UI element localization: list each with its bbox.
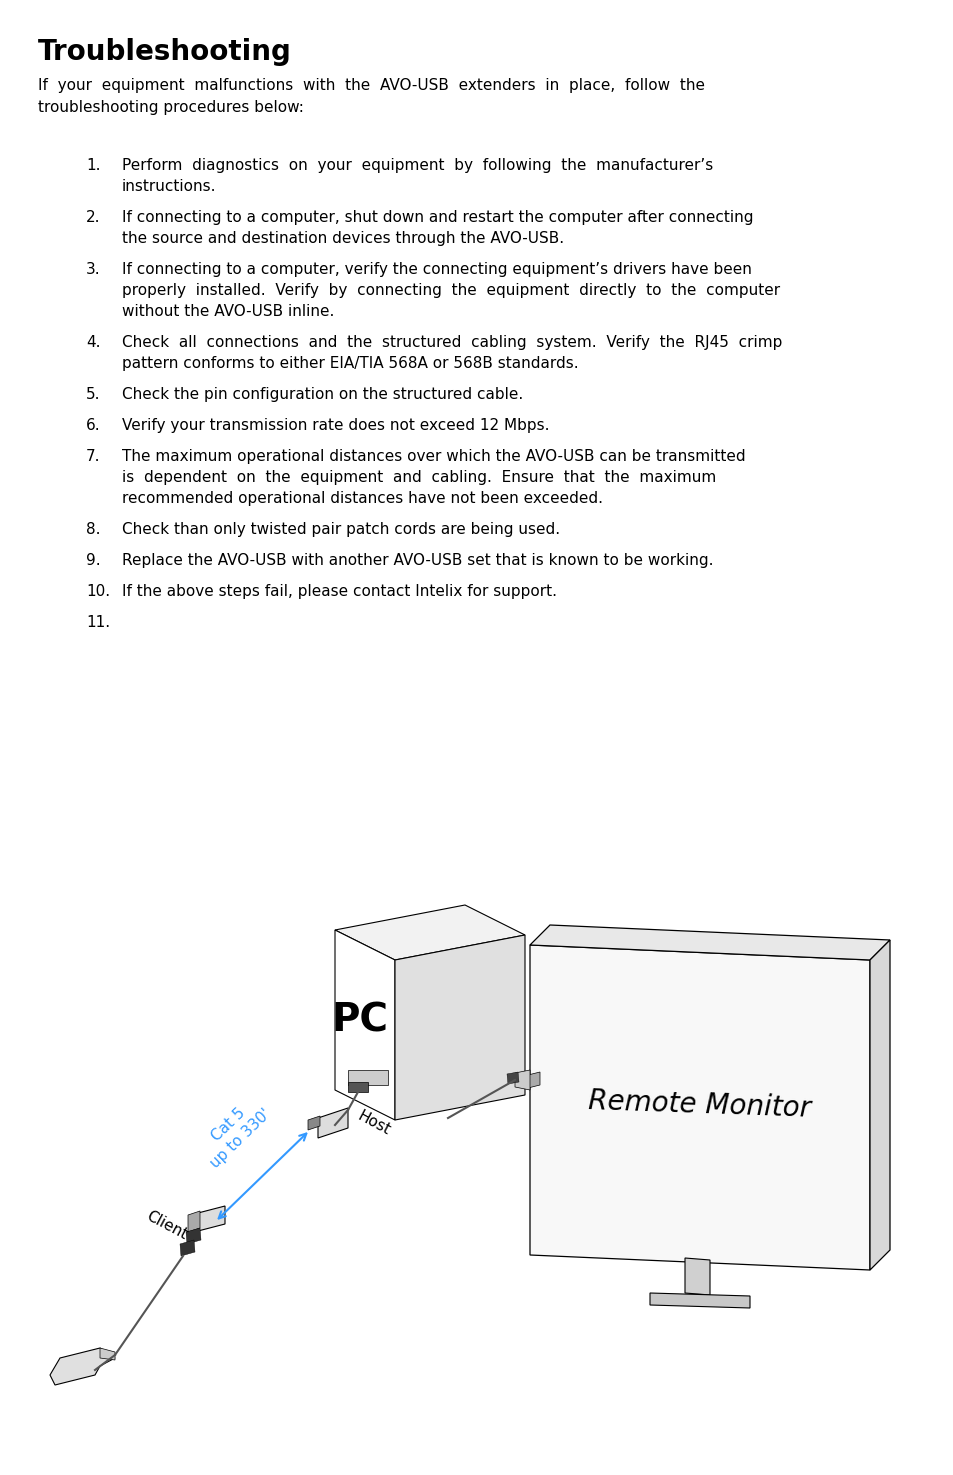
Text: The maximum operational distances over which the AVO-USB can be transmitted: The maximum operational distances over w… [122, 448, 745, 465]
Polygon shape [348, 1083, 368, 1092]
Text: is  dependent  on  the  equipment  and  cabling.  Ensure  that  the  maximum: is dependent on the equipment and cablin… [122, 471, 716, 485]
Polygon shape [869, 940, 889, 1270]
Polygon shape [335, 931, 395, 1120]
Text: 5.: 5. [86, 386, 100, 403]
Polygon shape [684, 1258, 709, 1295]
Polygon shape [527, 1072, 539, 1089]
Text: Client: Client [144, 1208, 190, 1242]
Polygon shape [530, 945, 869, 1270]
Polygon shape [50, 1348, 115, 1385]
Text: Check  all  connections  and  the  structured  cabling  system.  Verify  the  RJ: Check all connections and the structured… [122, 335, 781, 350]
Polygon shape [198, 1207, 225, 1232]
Text: Host: Host [355, 1108, 393, 1137]
Polygon shape [100, 1348, 115, 1360]
Text: Cat 5
up to 330': Cat 5 up to 330' [194, 1093, 274, 1171]
Polygon shape [506, 1072, 518, 1084]
Text: without the AVO-USB inline.: without the AVO-USB inline. [122, 304, 334, 319]
Text: Verify your transmission rate does not exceed 12 Mbps.: Verify your transmission rate does not e… [122, 417, 549, 434]
Text: instructions.: instructions. [122, 178, 216, 195]
Text: 2.: 2. [86, 209, 100, 226]
Text: 7.: 7. [86, 448, 100, 465]
Polygon shape [515, 1069, 530, 1090]
Polygon shape [649, 1294, 749, 1308]
Text: pattern conforms to either EIA/TIA 568A or 568B standards.: pattern conforms to either EIA/TIA 568A … [122, 355, 578, 372]
Polygon shape [180, 1240, 194, 1257]
Polygon shape [335, 906, 524, 960]
Text: PC: PC [331, 1002, 388, 1038]
Polygon shape [308, 1117, 319, 1130]
Polygon shape [186, 1229, 201, 1243]
Text: Remote Monitor: Remote Monitor [588, 1087, 811, 1122]
Text: 8.: 8. [86, 522, 100, 537]
Text: 10.: 10. [86, 584, 110, 599]
Text: Replace the AVO-USB with another AVO-USB set that is known to be working.: Replace the AVO-USB with another AVO-USB… [122, 553, 713, 568]
Text: 9.: 9. [86, 553, 100, 568]
Polygon shape [530, 925, 889, 960]
Text: 1.: 1. [86, 158, 100, 173]
Text: Troubleshooting: Troubleshooting [38, 38, 292, 66]
Polygon shape [348, 1069, 388, 1086]
Polygon shape [395, 935, 524, 1120]
Text: If the above steps fail, please contact Intelix for support.: If the above steps fail, please contact … [122, 584, 557, 599]
Text: Perform  diagnostics  on  your  equipment  by  following  the  manufacturer’s: Perform diagnostics on your equipment by… [122, 158, 713, 173]
Text: 6.: 6. [86, 417, 100, 434]
Text: recommended operational distances have not been exceeded.: recommended operational distances have n… [122, 491, 602, 506]
Polygon shape [188, 1211, 200, 1232]
Text: Check than only twisted pair patch cords are being used.: Check than only twisted pair patch cords… [122, 522, 559, 537]
Polygon shape [317, 1108, 348, 1139]
Text: 3.: 3. [86, 263, 100, 277]
Text: If connecting to a computer, verify the connecting equipment’s drivers have been: If connecting to a computer, verify the … [122, 263, 751, 277]
Text: troubleshooting procedures below:: troubleshooting procedures below: [38, 100, 304, 115]
Text: properly  installed.  Verify  by  connecting  the  equipment  directly  to  the : properly installed. Verify by connecting… [122, 283, 780, 298]
Text: the source and destination devices through the AVO-USB.: the source and destination devices throu… [122, 232, 563, 246]
Text: 4.: 4. [86, 335, 100, 350]
Text: If  your  equipment  malfunctions  with  the  AVO-USB  extenders  in  place,  fo: If your equipment malfunctions with the … [38, 78, 704, 93]
Text: If connecting to a computer, shut down and restart the computer after connecting: If connecting to a computer, shut down a… [122, 209, 753, 226]
Text: Check the pin configuration on the structured cable.: Check the pin configuration on the struc… [122, 386, 522, 403]
Text: 11.: 11. [86, 615, 110, 630]
